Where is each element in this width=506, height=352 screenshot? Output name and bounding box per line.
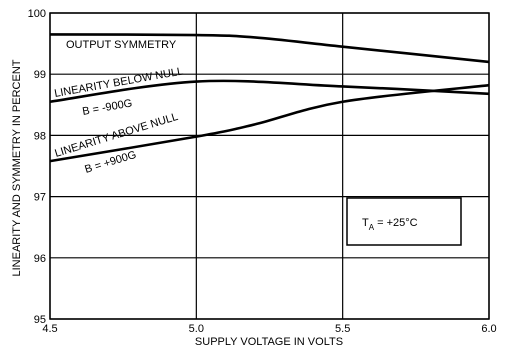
y-tick-label: 98 [34,130,46,142]
y-tick-label: 99 [34,69,46,81]
plot-frame [49,12,490,320]
series-sublabel-below-null: B = -900G [81,97,133,118]
y-axis-title: LINEARITY AND SYMMETRY IN PERCENT [11,59,23,276]
temperature-annotation: TA = +25°C [346,197,462,246]
y-tick-label: 100 [28,8,46,20]
tick-labels: 4.5 5.0 5.5 6.0 95 96 97 98 99 100 [28,8,497,335]
series-sublabel-above-null: B = +900G [83,149,137,176]
x-tick-label: 5.5 [335,323,350,335]
series-lines [49,33,490,163]
series-label-linearity-below-null: LINEARITY BELOW NULL [53,65,184,100]
y-tick-label: 95 [34,314,46,326]
y-tick-label: 96 [34,253,46,265]
series-label-output-symmetry: OUTPUT SYMMETRY [66,39,177,51]
series-line-linearity-above-null [49,83,490,163]
annotation-box [346,197,462,246]
y-tick-label: 97 [34,192,46,204]
x-tick-label: 5.0 [189,323,204,335]
annotation-text: TA = +25°C [362,217,418,232]
x-axis-title: SUPPLY VOLTAGE IN VOLTS [195,336,343,348]
series-line-linearity-below-null [49,79,490,104]
x-tick-label: 4.5 [42,323,57,335]
x-tick-label: 6.0 [481,323,496,335]
series-line-output-symmetry [49,33,490,64]
